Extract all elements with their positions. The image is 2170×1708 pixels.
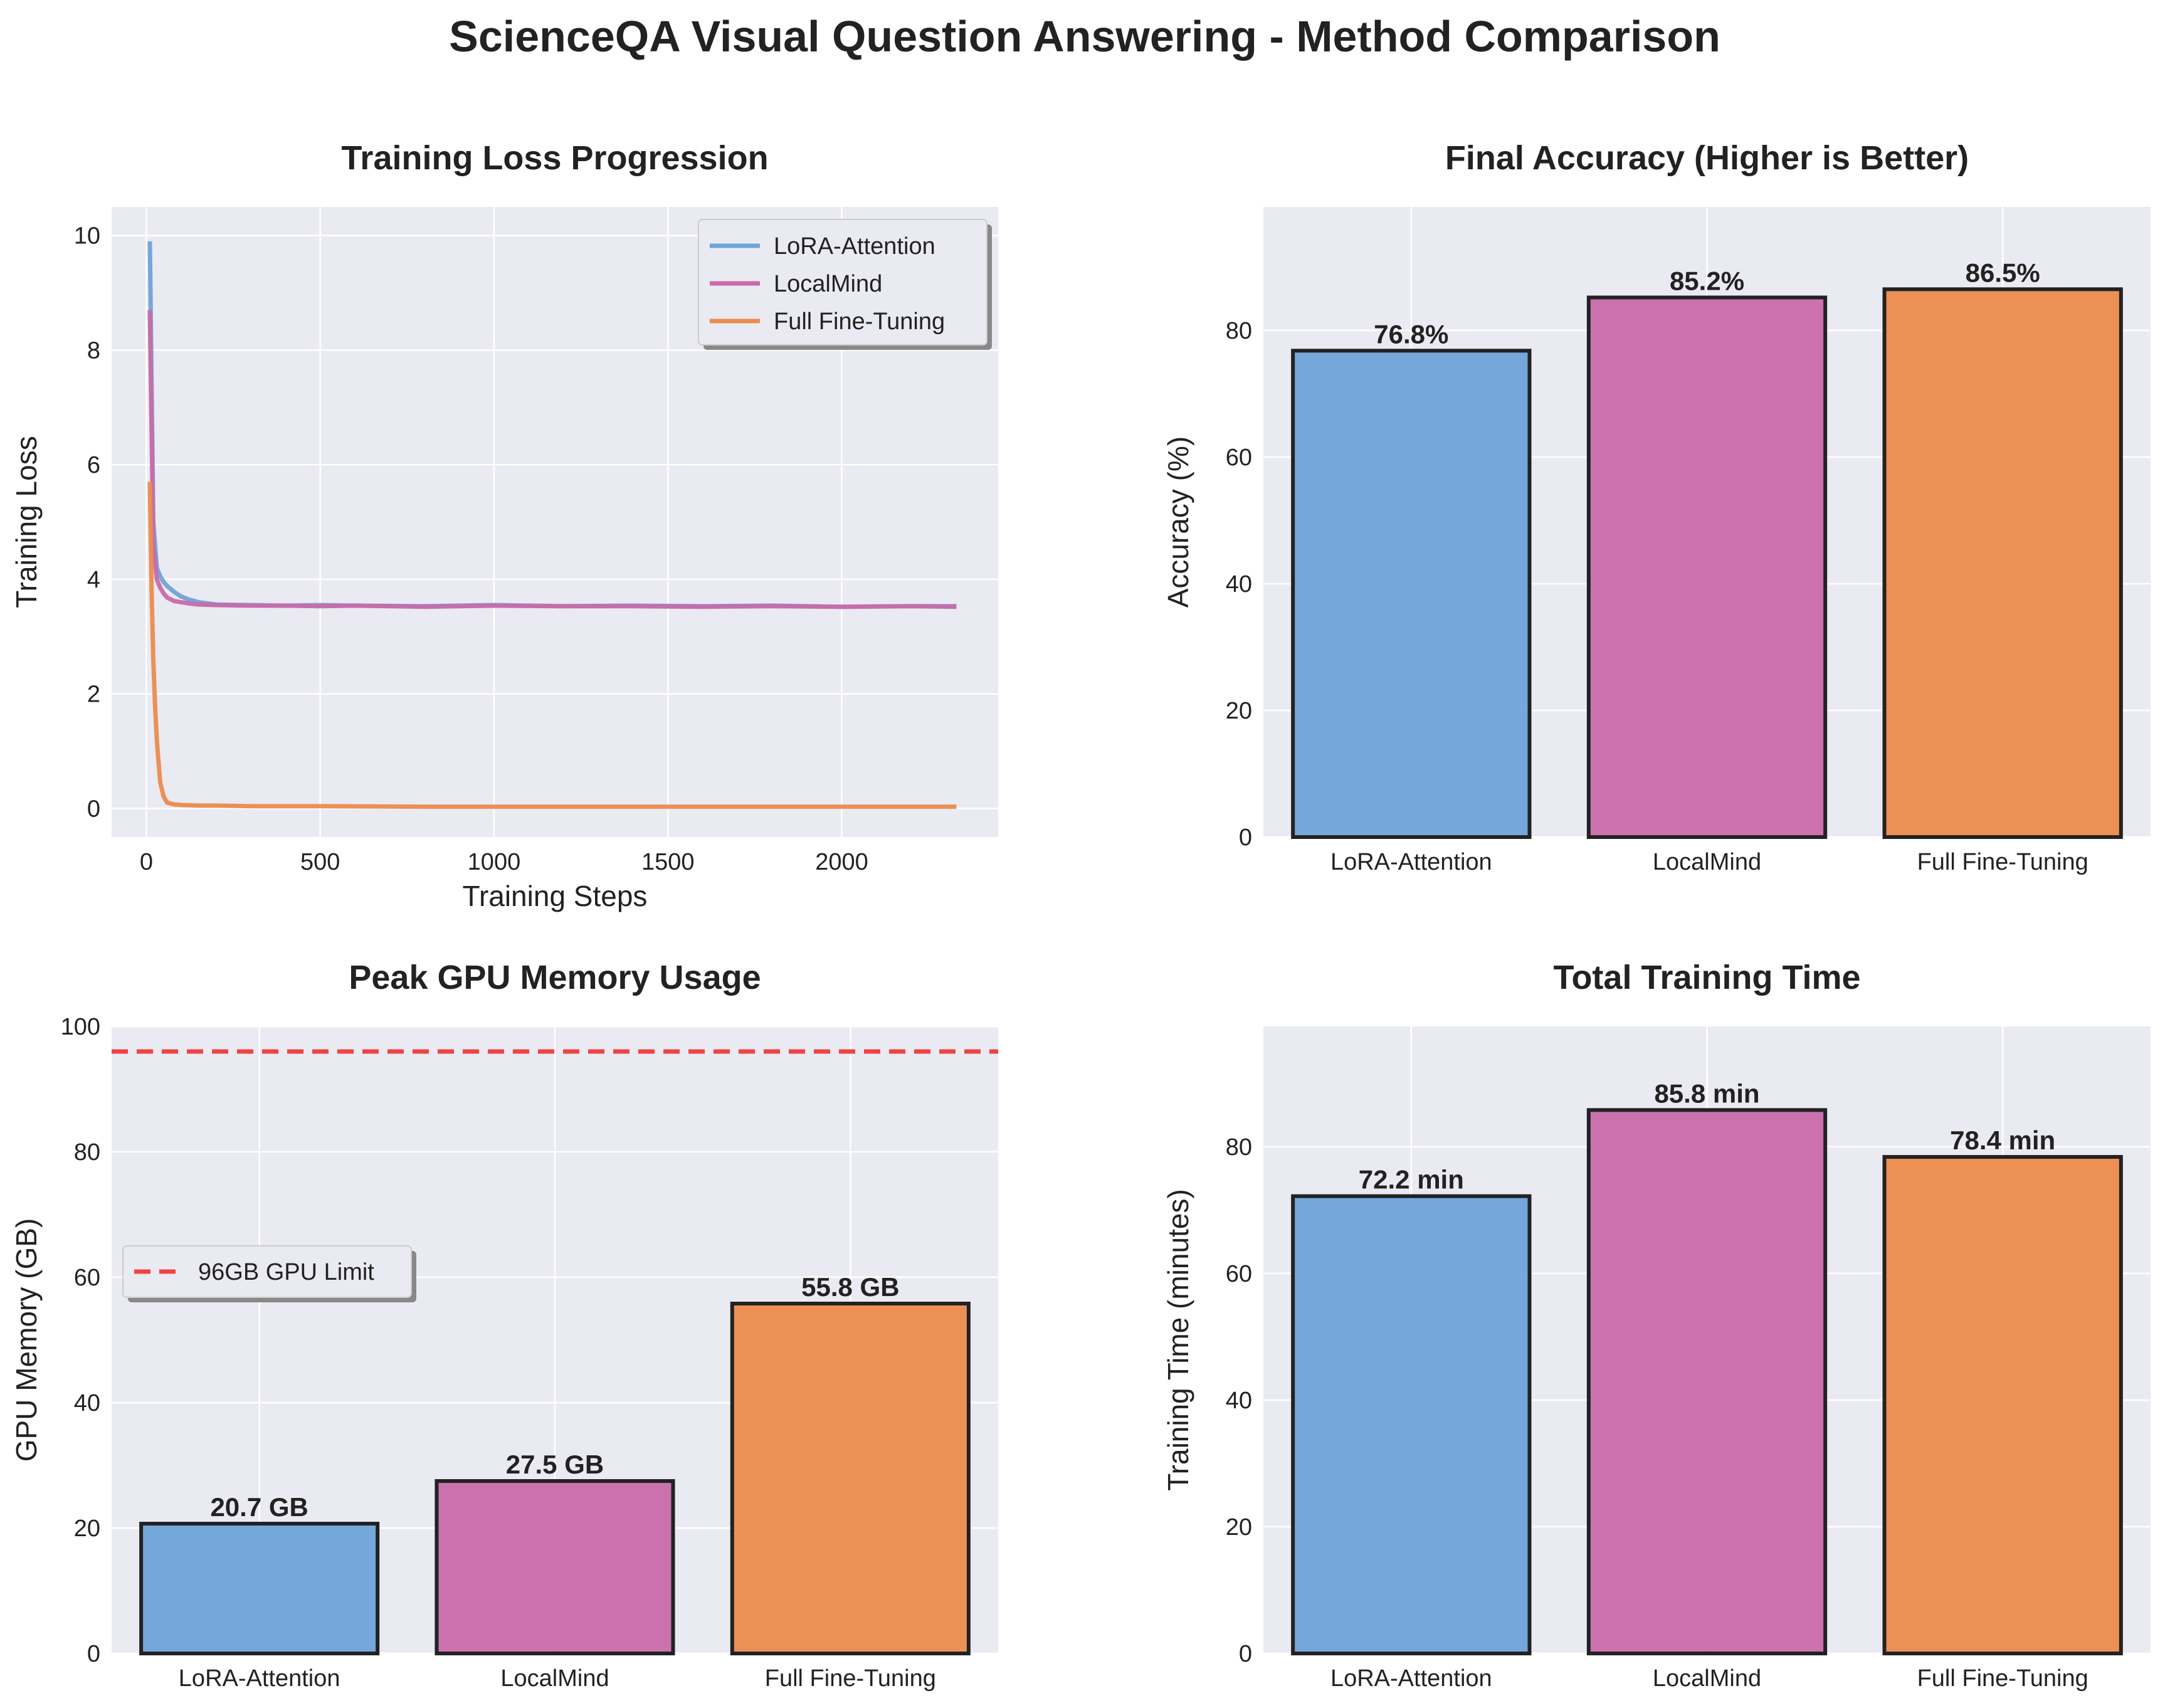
y-tick-label: 80: [74, 1139, 100, 1166]
y-tick-label: 100: [61, 1014, 100, 1040]
y-tick-label: 20: [1226, 1514, 1252, 1541]
bar-value-label: 85.8 min: [1654, 1078, 1759, 1108]
y-tick-label: 60: [74, 1265, 100, 1291]
x-tick-label: Full Fine-Tuning: [1917, 849, 2088, 875]
y-tick-label: 4: [87, 567, 100, 593]
y-axis-label: Training Loss: [10, 436, 43, 608]
bar-2: [1882, 1155, 2123, 1655]
y-tick-label: 0: [1239, 1641, 1252, 1667]
x-tick-label: Full Fine-Tuning: [1917, 1665, 2088, 1692]
y-tick-label: 40: [1226, 571, 1252, 598]
y-axis-label: Training Time (minutes): [1162, 1189, 1194, 1490]
bar-value-label: 72.2 min: [1359, 1165, 1464, 1194]
panel-title: Peak GPU Memory Usage: [349, 959, 761, 996]
x-tick-label: LoRA-Attention: [1330, 1665, 1492, 1692]
x-tick-label: 1000: [468, 849, 521, 875]
y-tick-label: 2: [87, 682, 100, 708]
y-tick-label: 20: [1226, 698, 1252, 724]
legend: 96GB GPU Limit: [122, 1245, 416, 1302]
y-tick-label: 40: [1226, 1388, 1252, 1414]
x-tick-label: 500: [300, 849, 340, 875]
bar-value-label: 78.4 min: [1950, 1125, 2055, 1155]
y-tick-label: 20: [74, 1516, 100, 1542]
bar-value-label: 27.5 GB: [506, 1450, 604, 1479]
bar-2: [730, 1302, 971, 1655]
y-tick-label: 60: [1226, 1261, 1252, 1287]
panel-title: Final Accuracy (Higher is Better): [1445, 139, 1969, 177]
bar-1: [1586, 295, 1828, 839]
legend-entry: LocalMind: [774, 271, 882, 297]
bar-1: [435, 1479, 675, 1655]
panel-title: Training Loss Progression: [341, 139, 768, 177]
chart-panels: Training Loss Progression Training Loss 0 2…: [10, 139, 2151, 1692]
y-axis-label: Accuracy (%): [1162, 436, 1194, 608]
x-tick-label: Full Fine-Tuning: [765, 1665, 936, 1692]
y-tick-label: 10: [74, 223, 100, 250]
bar-0: [1291, 349, 1532, 839]
bar-value-label: 76.8%: [1374, 319, 1448, 349]
y-tick-label: 0: [87, 1641, 100, 1667]
y-tick-label: 60: [1226, 445, 1252, 471]
bar-value-label: 86.5%: [1966, 258, 2040, 287]
x-tick-label: 2000: [815, 849, 868, 875]
chart-panel-time: Total Training Time Training Time (minute…: [1162, 959, 2151, 1692]
series-line-1: [147, 310, 957, 609]
bar-1: [1586, 1108, 1828, 1656]
y-tick-label: 40: [74, 1390, 100, 1416]
bar-0: [1291, 1194, 1532, 1655]
legend-entry: LoRA-Attention: [774, 233, 935, 260]
y-tick-label: 6: [87, 452, 100, 478]
legend: LoRA-Attention LocalMind Full Fine-Tuning: [698, 219, 992, 350]
y-tick-label: 0: [1239, 825, 1252, 851]
chart-panel-mem: Peak GPU Memory Usage GPU Memory (GB) 0 20 4…: [10, 959, 998, 1692]
bar-value-label: 85.2%: [1670, 266, 1744, 295]
x-tick-label: LocalMind: [1653, 1665, 1761, 1692]
bar-value-label: 55.8 GB: [801, 1272, 899, 1302]
chart-panel-acc: Final Accuracy (Higher is Better) Accurac…: [1162, 139, 2151, 875]
legend-box: [122, 1245, 412, 1298]
x-tick-label: LoRA-Attention: [179, 1665, 340, 1692]
figure-title: ScienceQA Visual Question Answering - Me…: [449, 12, 1720, 61]
bar-2: [1882, 287, 2123, 839]
legend-entry: Full Fine-Tuning: [774, 308, 945, 335]
y-tick-label: 80: [1226, 1134, 1252, 1161]
series-line-2: [147, 482, 957, 809]
bar-value-label: 20.7 GB: [210, 1492, 308, 1522]
bar-0: [139, 1522, 380, 1655]
x-tick-label: LocalMind: [1653, 849, 1761, 875]
legend-box: [698, 219, 988, 345]
x-axis-label: Training Steps: [463, 880, 648, 912]
x-tick-label: LoRA-Attention: [1330, 849, 1492, 875]
y-tick-label: 0: [87, 796, 100, 822]
legend-entry: 96GB GPU Limit: [198, 1259, 374, 1285]
x-tick-label: 0: [140, 849, 153, 875]
y-tick-label: 80: [1226, 318, 1252, 344]
panel-title: Total Training Time: [1553, 959, 1860, 996]
y-tick-label: 8: [87, 337, 100, 364]
x-tick-label: LocalMind: [500, 1665, 609, 1692]
chart-panel-loss: Training Loss Progression Training Loss 0 2…: [10, 139, 998, 912]
x-tick-label: 1500: [641, 849, 695, 875]
y-axis-label: GPU Memory (GB): [10, 1218, 43, 1462]
